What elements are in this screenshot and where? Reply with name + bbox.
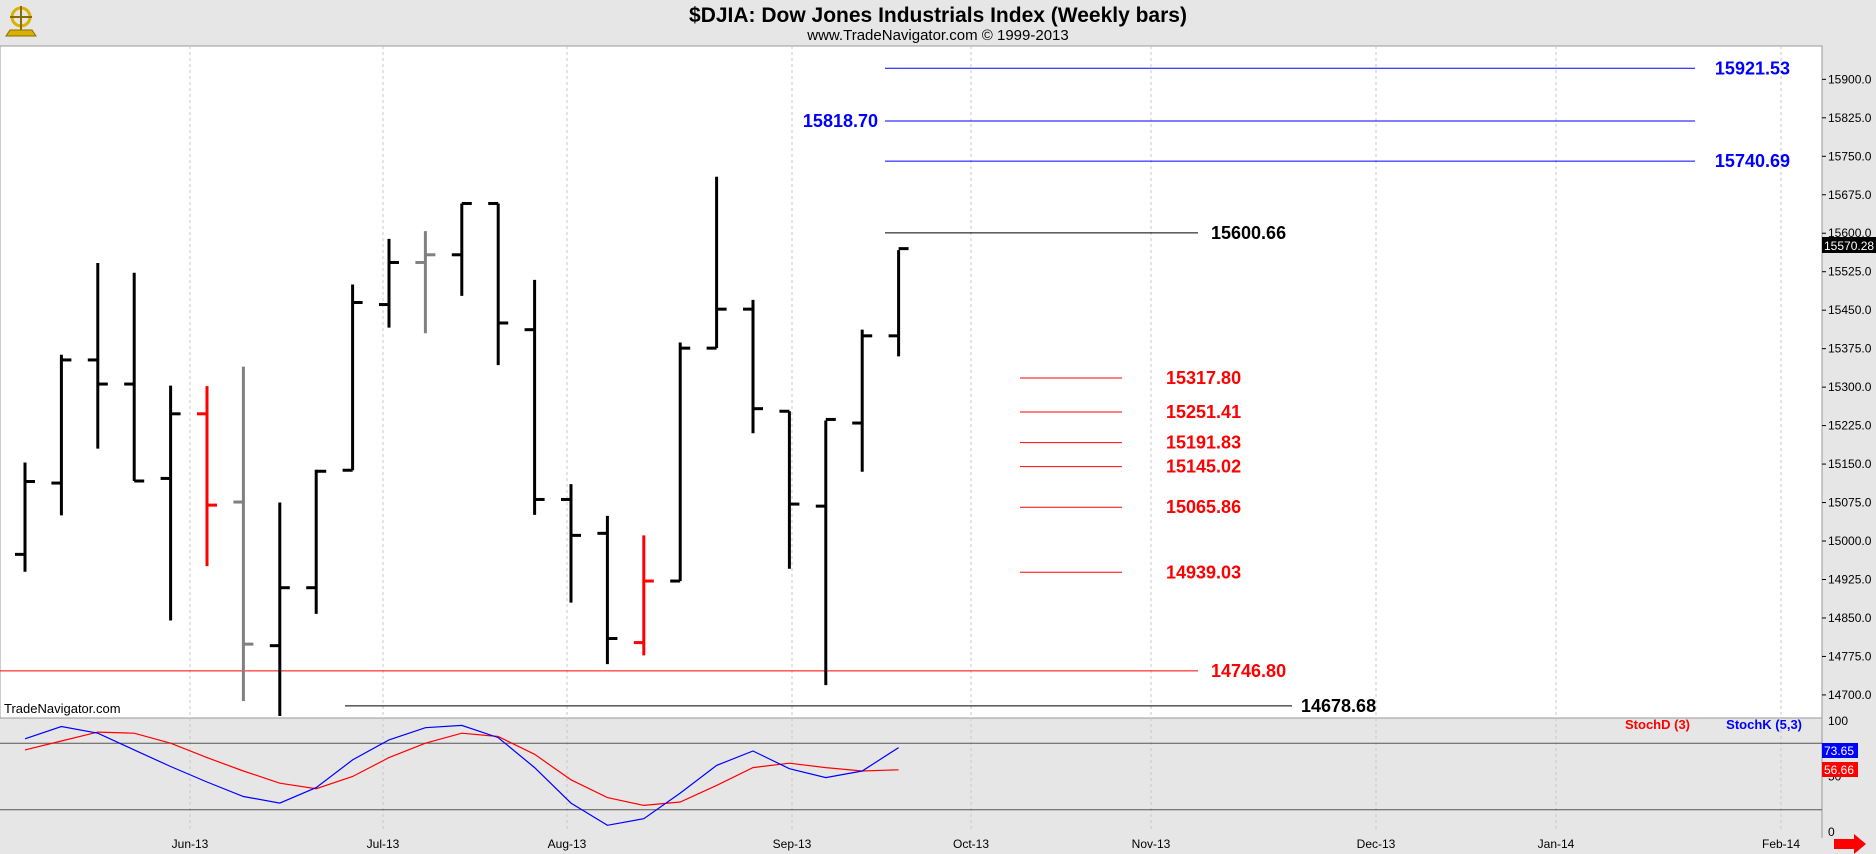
stoch-k-line	[24, 724, 899, 826]
ohlc-bar	[561, 484, 581, 603]
ohlc-bar	[451, 201, 472, 296]
x-tick-label: Oct-13	[953, 837, 989, 851]
y-tick-label: 14775.0	[1828, 649, 1872, 663]
ohlc-bar	[488, 201, 509, 366]
y-tick-label: 15675.0	[1828, 188, 1872, 202]
ohlc-bar	[815, 417, 836, 686]
ohlc-bar	[597, 515, 618, 665]
price-axis: 15900.0 15825.0 15750.0 15675.0 15600.0 15525…	[1822, 72, 1872, 702]
ohlc-bar	[51, 354, 72, 516]
ohlc-bar	[342, 284, 363, 472]
red-right-arrow-icon[interactable]	[1834, 834, 1866, 854]
stoch-k-last-value: 73.65	[1824, 744, 1854, 758]
level-label: 15317.80	[1166, 368, 1241, 388]
y-tick-label: 15150.0	[1828, 457, 1872, 471]
trade-navigator-logo[interactable]	[2, 3, 40, 40]
price-levels: 15921.53 15818.70 15740.69 15600.66 15317.80…	[0, 58, 1790, 716]
chart-subtitle: www.TradeNavigator.com © 1999-2013	[806, 27, 1068, 44]
y-tick-label: 15375.0	[1828, 342, 1872, 356]
date-axis: Jun-13 Jul-13 Aug-13 Sep-13 Oct-13 Nov-13 Dec-…	[172, 837, 1801, 851]
ohlc-bar	[888, 247, 909, 357]
y-tick-label: 14850.0	[1828, 611, 1872, 625]
y-tick-label: 15000.0	[1828, 534, 1872, 548]
legend-stoch-k: StochK (5,3)	[1726, 717, 1802, 732]
y-tick-label: 15450.0	[1828, 303, 1872, 317]
stoch-legend: StochD (3) StochK (5,3)	[1625, 717, 1802, 732]
y-tick-label: 15600.0	[1828, 226, 1872, 240]
level-label: 15921.53	[1715, 58, 1790, 78]
legend-stoch-d: StochD (3)	[1625, 717, 1690, 732]
x-tick-label: Feb-14	[1762, 837, 1800, 851]
x-tick-label: Jan-14	[1538, 837, 1575, 851]
ohlc-bar	[706, 176, 727, 350]
y-tick-label: 15750.0	[1828, 149, 1872, 163]
ohlc-bar	[233, 366, 254, 702]
ohlc-bar	[124, 272, 145, 483]
ohlc-bar	[415, 231, 436, 334]
stochastic-panel: 100500	[0, 714, 1848, 839]
y-tick-label: 15300.0	[1828, 380, 1872, 394]
level-label: 14746.80	[1211, 661, 1286, 681]
ohlc-bar	[15, 462, 35, 572]
x-tick-label: Jun-13	[172, 837, 209, 851]
ohlc-bar	[379, 238, 399, 328]
ohlc-bar	[306, 469, 327, 614]
y-tick-label: 15900.0	[1828, 72, 1872, 86]
y-tick-label: 15075.0	[1828, 496, 1872, 510]
x-tick-label: Jul-13	[367, 837, 400, 851]
last-price-value: 15570.28	[1824, 239, 1874, 253]
level-label: 14678.68	[1301, 696, 1376, 716]
ohlc-bar	[269, 502, 290, 716]
ohlc-bar	[670, 342, 691, 583]
watermark: TradeNavigator.com	[4, 701, 121, 716]
stoch-y-tick-label: 100	[1828, 714, 1848, 728]
stoch-k-tag: 73.65	[1822, 743, 1858, 758]
price-bars	[15, 176, 909, 716]
y-tick-label: 15525.0	[1828, 265, 1872, 279]
ohlc-bar	[87, 262, 108, 449]
stoch-d-last-value: 56.66	[1824, 763, 1854, 777]
x-tick-label: Nov-13	[1132, 837, 1171, 851]
level-label: 15600.66	[1211, 223, 1286, 243]
ohlc-bar	[197, 386, 217, 567]
level-label: 15065.86	[1166, 497, 1241, 517]
level-label: 15740.69	[1715, 151, 1790, 171]
stoch-y-tick-label: 0	[1828, 825, 1835, 839]
y-tick-label: 14700.0	[1828, 688, 1872, 702]
ohlc-bar	[779, 409, 800, 569]
y-tick-label: 15225.0	[1828, 419, 1872, 433]
stoch-d-tag: 56.66	[1822, 762, 1858, 777]
ohlc-bar	[852, 329, 873, 472]
level-label: 15145.02	[1166, 457, 1241, 477]
level-label: 15251.41	[1166, 402, 1241, 422]
ohlc-bar	[633, 535, 654, 656]
level-label: 15818.70	[803, 111, 878, 131]
y-tick-label: 14925.0	[1828, 572, 1872, 586]
level-label: 15191.83	[1166, 433, 1241, 453]
level-label: 14939.03	[1166, 562, 1241, 582]
last-price-tag: 15570.28	[1822, 237, 1876, 253]
y-tick-label: 15825.0	[1828, 111, 1872, 125]
x-tick-label: Sep-13	[773, 837, 812, 851]
x-tick-label: Aug-13	[548, 837, 587, 851]
x-tick-label: Dec-13	[1357, 837, 1396, 851]
ohlc-bar	[743, 299, 763, 434]
plot-background	[0, 45, 1823, 719]
chart-title: $DJIA: Dow Jones Industrials Index (Week…	[689, 4, 1187, 27]
ohlc-bar	[160, 385, 181, 621]
gridlines	[189, 46, 1782, 832]
stoch-d-line	[24, 731, 899, 807]
ohlc-bar	[524, 279, 545, 515]
